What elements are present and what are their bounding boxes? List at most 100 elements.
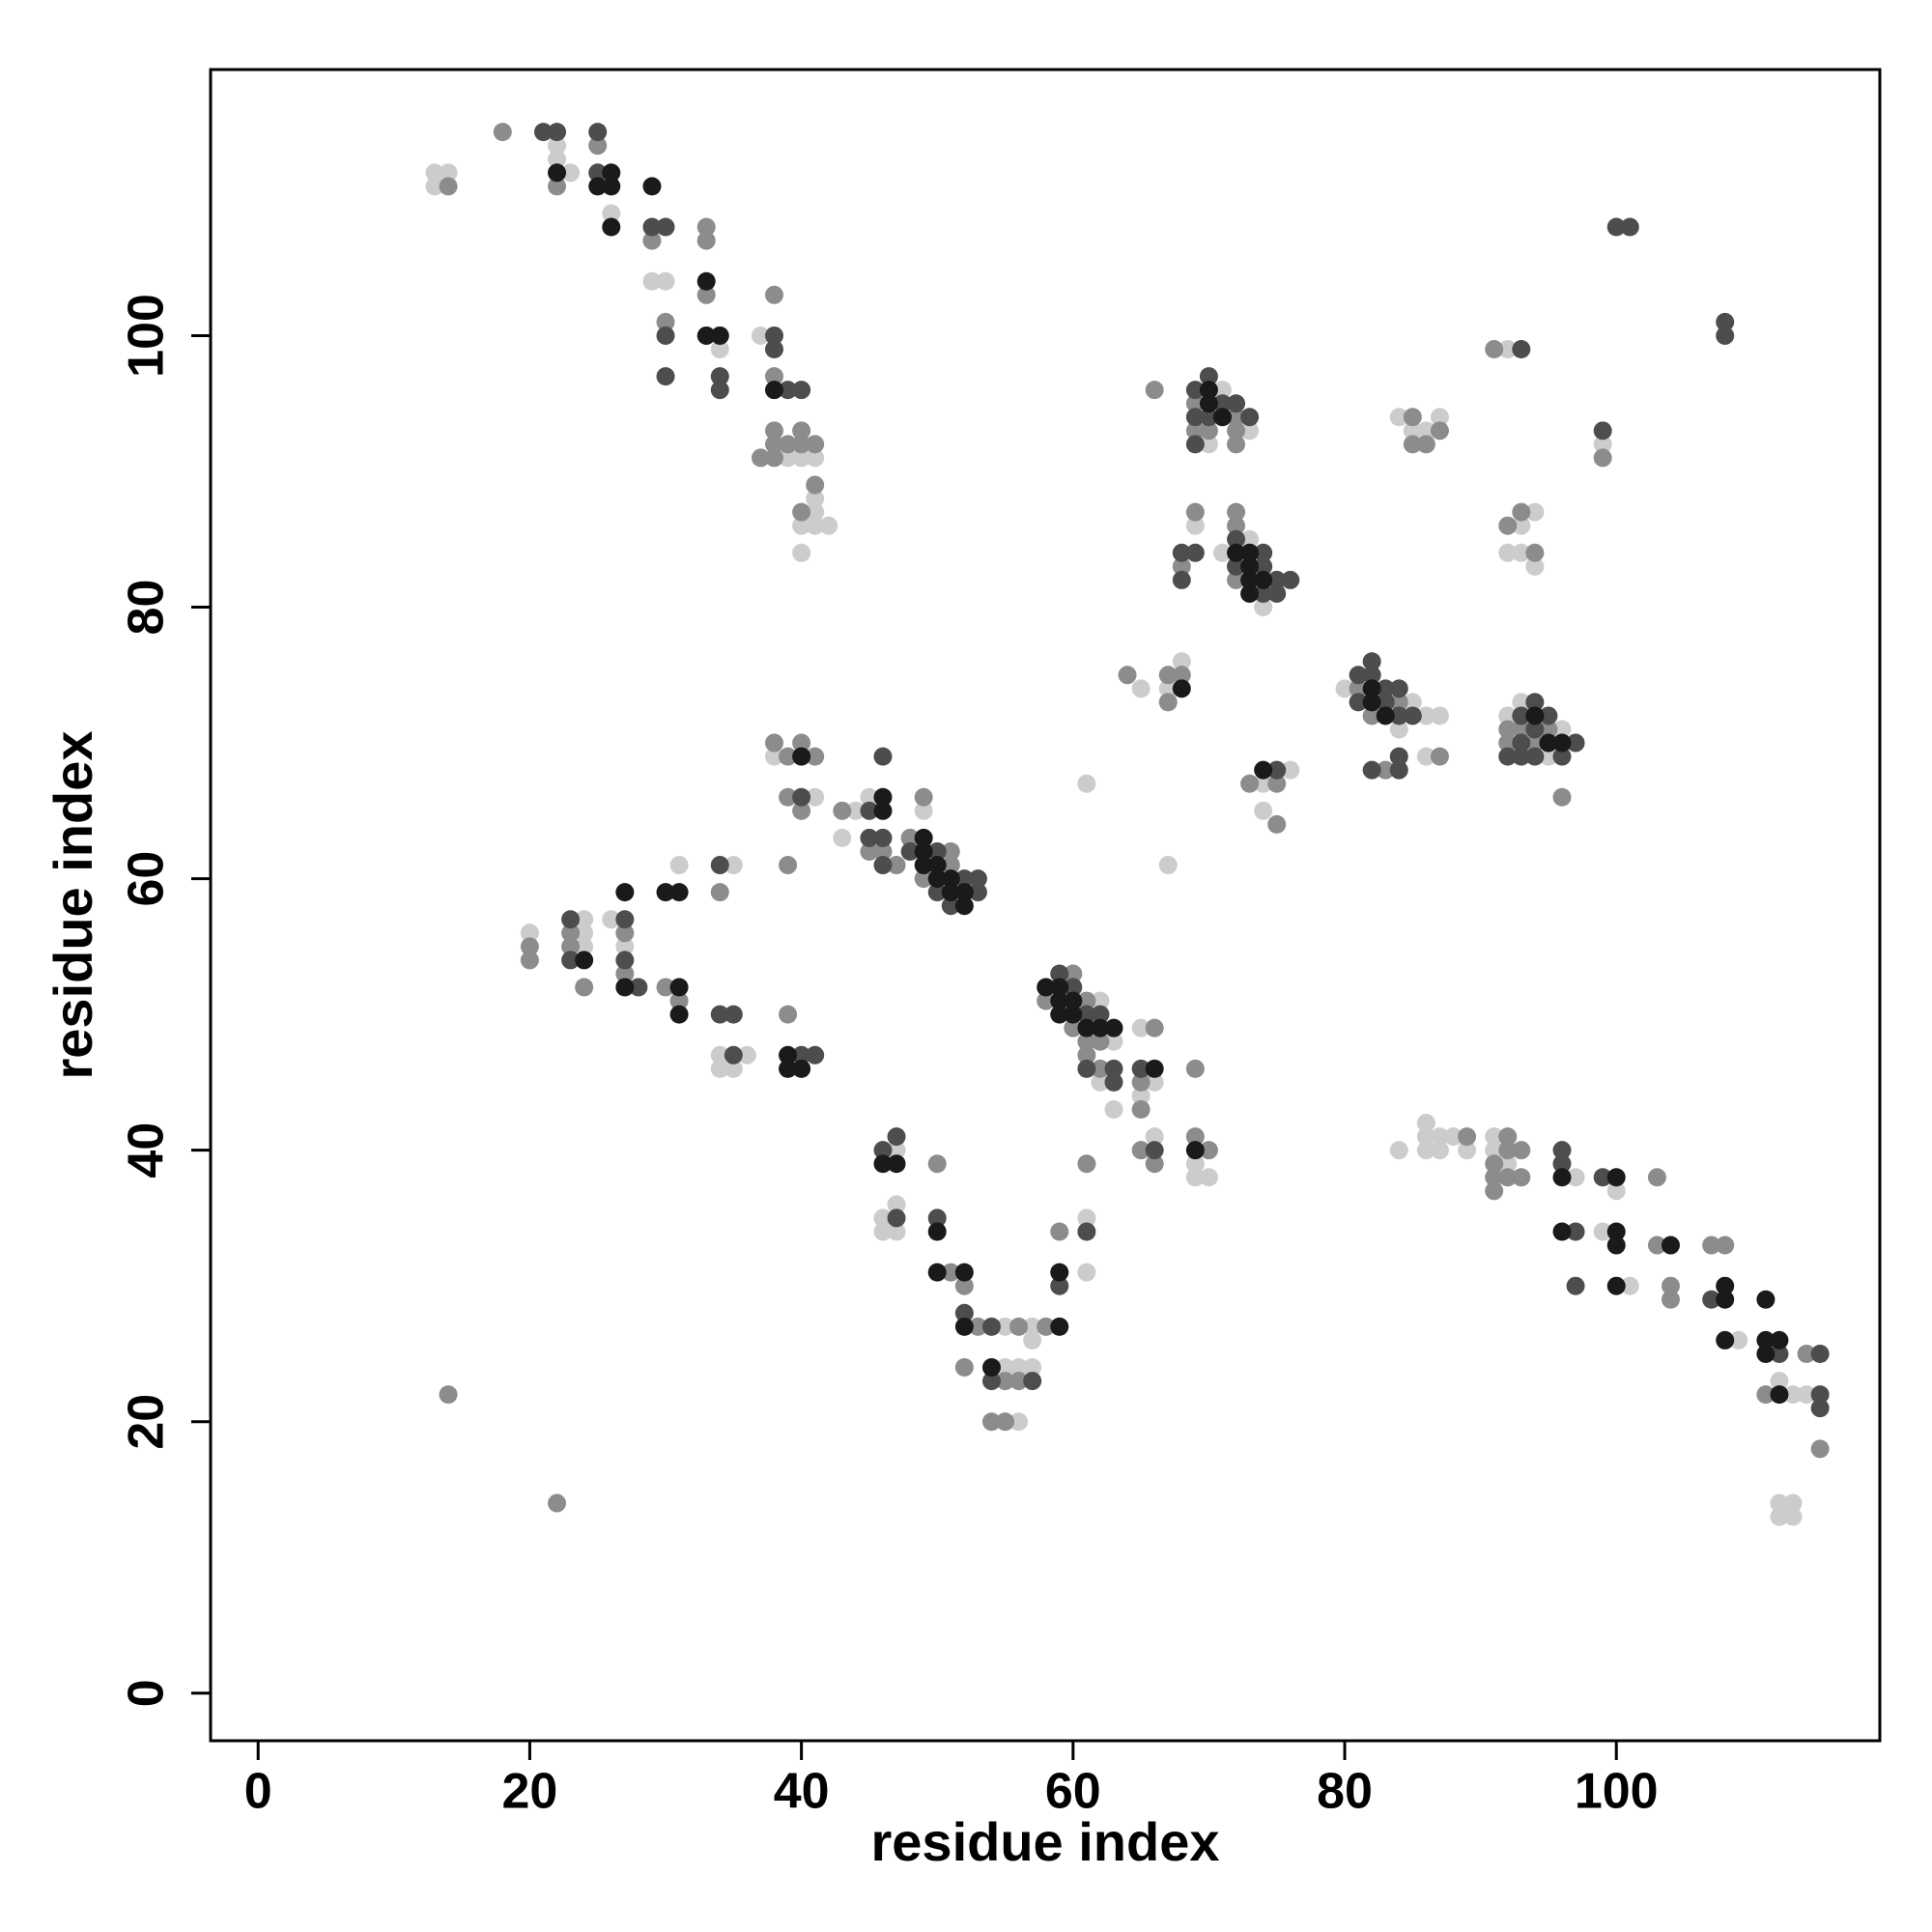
point [1077,1045,1096,1065]
point [575,910,594,929]
point [615,910,635,929]
point [792,435,811,454]
point [1661,1290,1680,1309]
point [792,543,811,562]
point [696,217,716,237]
point [548,123,567,142]
plot-box [209,68,1882,1743]
point [914,787,933,807]
point [1593,1222,1612,1241]
point [710,367,729,386]
point [1498,1127,1518,1147]
point [1281,760,1300,780]
point [548,177,567,196]
point [981,1358,1001,1378]
point [1552,747,1572,766]
point [1512,1141,1531,1160]
point [1281,570,1300,589]
point [1050,1317,1069,1336]
point [1077,1059,1096,1078]
point [1240,583,1260,603]
point [873,1141,893,1160]
point [710,381,729,400]
point [1158,679,1178,698]
y-tick-label: 60 [119,851,175,907]
point [575,951,594,970]
point [615,923,635,943]
point [588,163,608,183]
point [710,340,729,359]
point [954,1276,974,1295]
point [873,1208,893,1228]
point [1254,774,1273,793]
point [1267,583,1287,603]
point [806,516,825,535]
point [1606,1236,1626,1255]
point [914,841,933,861]
point [927,869,947,889]
point [615,883,635,902]
point [792,1059,811,1078]
point [1172,666,1191,685]
point [1254,583,1273,603]
point [1716,1276,1735,1295]
point [860,841,879,861]
point [724,1005,743,1024]
point [1199,1168,1218,1187]
point [1552,720,1572,739]
point [887,1208,906,1228]
point [1131,1086,1151,1105]
point [1525,706,1545,725]
point [1620,217,1639,237]
point [1539,706,1558,725]
point [792,733,811,753]
point [1185,1168,1205,1187]
point [1647,1236,1666,1255]
point [1077,1018,1096,1037]
point [1267,774,1287,793]
point [1064,978,1083,997]
point [1512,502,1531,522]
point [1023,1372,1042,1391]
point [1498,1168,1518,1187]
point [1104,1059,1123,1078]
point [1185,1154,1205,1174]
point [724,856,743,875]
point [669,883,689,902]
point [996,1358,1015,1378]
point [1606,1181,1626,1201]
point [1416,1141,1435,1160]
point [981,1317,1001,1336]
point [1199,367,1218,386]
point [642,231,662,250]
point [1552,787,1572,807]
point [1254,556,1273,576]
point [792,747,811,766]
point [927,1208,947,1228]
point [520,937,539,956]
point [1227,516,1246,535]
point [927,841,947,861]
point [1091,991,1110,1010]
point [1145,381,1164,400]
point [927,856,947,875]
point [1525,693,1545,712]
point [602,163,621,183]
point [1009,1412,1029,1432]
point [1227,435,1246,454]
point [792,801,811,820]
point [1416,435,1435,454]
point [1227,394,1246,413]
point [642,177,662,196]
point [1091,1018,1110,1037]
point [1145,1154,1164,1174]
point [927,883,947,902]
point [1362,666,1381,685]
point [1525,502,1545,522]
point [1091,1032,1110,1051]
point [1525,720,1545,739]
point [588,136,608,156]
point [696,285,716,304]
point [806,747,825,766]
point [1185,408,1205,427]
